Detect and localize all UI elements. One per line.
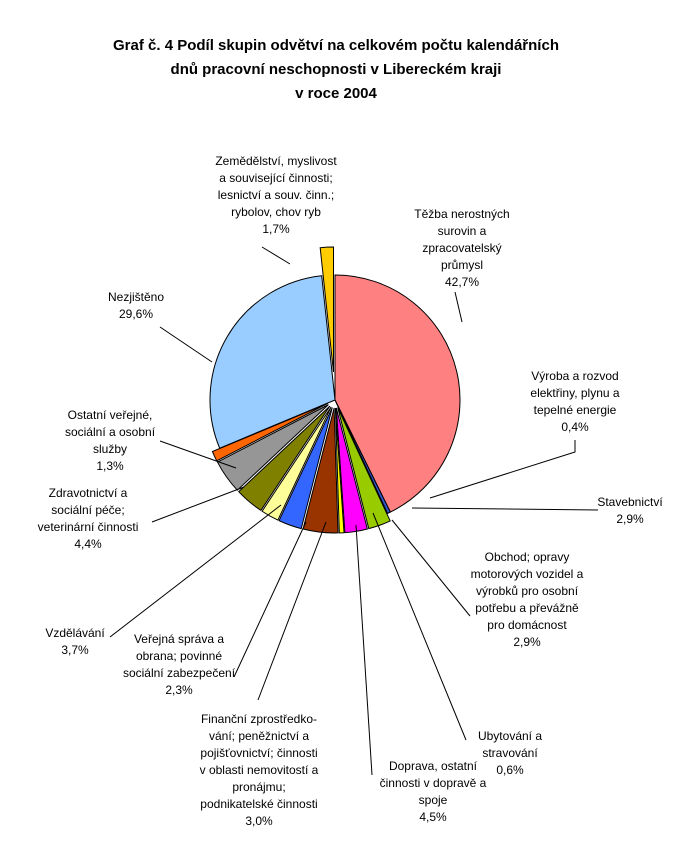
slice-name-label: sociální zabezpečení xyxy=(123,666,236,680)
slice-name-label: Stavebnictví xyxy=(597,495,663,509)
pie-slice-vyroba-a-rozvod xyxy=(334,399,392,515)
slice-label-ubytovani-a: Ubytování a stravování 0,6% xyxy=(478,729,542,777)
slice-name-label: veterinární činnosti xyxy=(38,520,139,534)
chart-title-line: dnů pracovní neschopnosti v Libereckém k… xyxy=(171,61,502,78)
slice-value-label: 29,6% xyxy=(119,307,153,321)
slice-value-label: 4,5% xyxy=(419,810,447,824)
slice-name-label: podnikatelské činnosti xyxy=(200,797,317,811)
slice-name-label: činnosti v dopravě a xyxy=(380,776,487,790)
slice-name-label: Těžba nerostných xyxy=(414,207,509,221)
pie-slice-tezba-nerostnych xyxy=(334,274,461,513)
chart-title-line: v roce 2004 xyxy=(295,85,377,102)
slice-name-label: Obchod; opravy xyxy=(485,550,570,564)
pie-slice-zemedelstvi-myslivost xyxy=(319,246,335,373)
slice-value-label: 42,7% xyxy=(445,275,479,289)
slice-name-label: obrana; povinné xyxy=(136,649,222,663)
leader-line-ostatni-verejne xyxy=(159,440,237,469)
slice-label-obchod-opravy: Obchod; opravy motorových vozidel a výrobk… xyxy=(471,550,584,649)
slice-name-label: Doprava, ostatní xyxy=(389,759,478,773)
chart-title: Graf č. 4 Podíl skupin odvětví na celkov… xyxy=(113,37,559,102)
leader-line-obchod-opravy xyxy=(391,519,471,617)
slice-name-label: výrobků pro osobní xyxy=(476,584,579,598)
pie-slice-ubytovani-a xyxy=(334,407,345,534)
leader-line-financni-zprostredko xyxy=(257,521,327,701)
slice-name-label: pro domácnost xyxy=(487,618,567,632)
slice-label-verejna-sprava-a: Veřejná správa a obrana; povinné sociální … xyxy=(123,632,236,697)
slice-value-label: 0,6% xyxy=(496,763,524,777)
pie-slice-nezjisteno xyxy=(209,275,336,449)
slice-name-label: pronájmu; xyxy=(232,780,285,794)
slice-name-label: spoje xyxy=(419,793,448,807)
leader-line-nezjisteno xyxy=(159,326,213,363)
slice-name-label: Ubytování a xyxy=(478,729,542,743)
slice-label-vyroba-a-rozvod: Výroba a rozvod elektřiny, plynu a tepelné… xyxy=(530,369,619,434)
slice-name-label: Zemědělství, myslivost xyxy=(215,154,337,168)
slice-name-label: zpracovatelský xyxy=(422,241,501,255)
leader-line-zemedelstvi-myslivost xyxy=(261,246,291,265)
slice-name-label: Výroba a rozvod xyxy=(531,369,618,383)
slice-label-ostatni-verejne: Ostatní veřejné, sociální a osobní služby 1… xyxy=(65,408,156,473)
pie-slice-vzdelavani xyxy=(238,405,331,512)
slice-name-label: elektřiny, plynu a xyxy=(530,386,619,400)
leader-line-zdravotnictvi-a xyxy=(151,486,245,523)
slice-name-label: Vzdělávání xyxy=(45,626,105,640)
slice-label-stavebnictvi: Stavebnictví 2,9% xyxy=(597,495,663,526)
leader-line-doprava-ostatni xyxy=(355,524,373,776)
slice-name-label: surovin a xyxy=(438,224,487,238)
slice-name-label: služby xyxy=(93,442,127,456)
slice-value-label: 1,7% xyxy=(262,222,290,236)
pie-slice-zdravotnictvi-a xyxy=(216,404,329,491)
slice-name-label: sociální a osobní xyxy=(65,425,156,439)
slice-value-label: 3,7% xyxy=(61,643,89,657)
slice-name-label: v oblasti nemovitostí a xyxy=(200,763,319,777)
leader-line-vyroba-a-rozvod xyxy=(429,440,576,499)
slice-labels: Těžba nerostných surovin a zpracovatelský p… xyxy=(38,154,664,828)
pie-slice-financni-zprostredko xyxy=(278,407,333,530)
slice-label-zemedelstvi-myslivost: Zemědělství, myslivost a související činn… xyxy=(215,154,337,236)
slice-name-label: tepelné energie xyxy=(534,403,617,417)
slice-value-label: 2,9% xyxy=(513,635,541,649)
slice-name-label: Ostatní veřejné, xyxy=(68,408,153,422)
slice-name-label: motorových vozidel a xyxy=(471,567,584,581)
slice-value-label: 1,3% xyxy=(96,459,124,473)
slice-name-label: stravování xyxy=(482,746,538,760)
slice-name-label: rybolov, chov ryb xyxy=(231,205,321,219)
slice-name-label: vání; peněžnictví a xyxy=(209,729,309,743)
slice-label-zdravotnictvi-a: Zdravotnictví a sociální péče; veterinární… xyxy=(38,486,139,551)
slice-label-doprava-ostatni: Doprava, ostatní činnosti v dopravě a spoj… xyxy=(380,759,487,824)
slice-name-label: Finanční zprostředko- xyxy=(201,712,317,726)
pie-slice-verejna-sprava-a xyxy=(261,406,332,521)
slice-label-vzdelavani: Vzdělávání 3,7% xyxy=(45,626,105,657)
leader-line-ubytovani-a xyxy=(372,512,467,741)
leader-line-verejna-sprava-a xyxy=(233,521,307,678)
slice-name-label: a související činnosti; xyxy=(219,171,332,185)
leader-line-tezba-nerostnych xyxy=(454,291,463,323)
slice-name-label: Veřejná správa a xyxy=(134,632,224,646)
slice-label-tezba-nerostnych: Těžba nerostných surovin a zpracovatelský p… xyxy=(414,207,509,289)
pie-slice-stavebnictvi xyxy=(337,407,391,530)
slice-value-label: 4,4% xyxy=(74,537,102,551)
slice-name-label: Zdravotnictví a xyxy=(49,486,128,500)
leader-line-vzdelavani xyxy=(109,504,282,638)
slice-value-label: 2,9% xyxy=(616,512,644,526)
slice-name-label: pojišťovnictví; činnosti xyxy=(200,746,317,760)
slice-value-label: 2,3% xyxy=(165,683,193,697)
slice-value-label: 3,0% xyxy=(245,814,273,828)
slice-name-label: Nezjištěno xyxy=(108,290,164,304)
chart-title-line: Graf č. 4 Podíl skupin odvětví na celkov… xyxy=(113,37,559,54)
slice-value-label: 0,4% xyxy=(561,420,589,434)
leader-line-stavebnictvi xyxy=(411,507,599,511)
slice-name-label: lesnictví a souv. činn.; xyxy=(218,188,335,202)
slice-label-financni-zprostredko: Finanční zprostředko-vání; peněžnictví a… xyxy=(200,712,319,828)
leader-lines xyxy=(109,246,599,776)
slice-name-label: sociální péče; xyxy=(51,503,124,517)
slice-name-label: potřebu a převážně xyxy=(475,601,579,615)
pie-slices xyxy=(209,246,461,534)
slice-label-nezjisteno: Nezjištěno 29,6% xyxy=(108,290,164,321)
slice-name-label: průmysl xyxy=(441,258,483,272)
